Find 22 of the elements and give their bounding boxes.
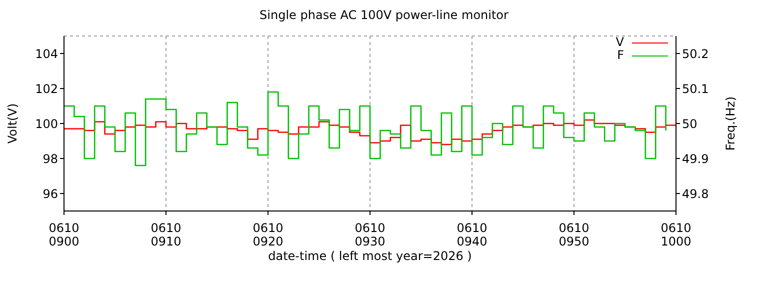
x-tick-label: 0610 0930 bbox=[354, 220, 386, 249]
y2-axis-title: Freq.(Hz) bbox=[723, 96, 738, 151]
x-axis-title: date-time ( left most year=2026 ) bbox=[268, 249, 472, 263]
x-tick-label: 0610 0950 bbox=[558, 220, 590, 249]
y2-tick-label: 49.9 bbox=[682, 152, 709, 166]
y2-tick-label: 49.8 bbox=[682, 186, 709, 201]
chart-title: Single phase AC 100V power-line monitor bbox=[258, 8, 510, 22]
y-tick-label: 100 bbox=[35, 116, 58, 131]
x-tick-label: 0610 0940 bbox=[456, 220, 488, 249]
x-tick-label: 0610 1000 bbox=[660, 220, 692, 249]
legend-label: F bbox=[617, 48, 624, 62]
y-tick-label: 98 bbox=[42, 152, 58, 166]
y-axis-title: Volt(V) bbox=[5, 103, 20, 144]
x-tick-label: 0610 0910 bbox=[150, 220, 182, 249]
y2-tick-label: 50.2 bbox=[682, 46, 709, 61]
y-tick-label: 96 bbox=[42, 186, 58, 201]
x-tick-label: 0610 0900 bbox=[48, 220, 80, 249]
y2-tick-label: 50.1 bbox=[682, 82, 709, 96]
y-tick-label: 104 bbox=[35, 46, 58, 61]
legend-label: V bbox=[616, 35, 624, 49]
y-tick-label: 102 bbox=[35, 82, 58, 96]
y2-tick-label: 50 bbox=[682, 116, 698, 131]
